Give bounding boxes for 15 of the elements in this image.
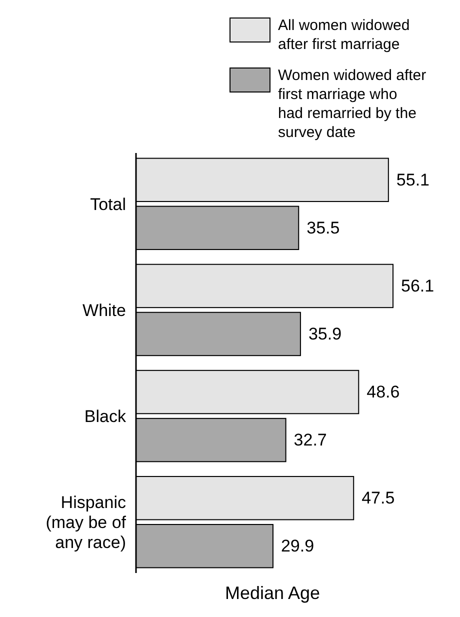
- y-tick-label: Total: [90, 194, 126, 214]
- data-label: 48.6: [366, 382, 400, 402]
- x-axis-title: Median Age: [224, 583, 320, 603]
- data-label: 29.9: [280, 536, 314, 556]
- y-tick-label: White: [82, 300, 126, 320]
- legend-label: Women widowed after first marriage who had remarried by the survey date: [278, 67, 426, 141]
- data-label: 55.1: [396, 170, 430, 190]
- legend-label: All women widowed after first marriage: [278, 17, 410, 53]
- data-label: 35.9: [308, 324, 342, 344]
- data-label: 47.5: [362, 488, 395, 508]
- data-label: 56.1: [401, 276, 434, 296]
- data-label: 32.7: [294, 430, 327, 450]
- y-tick-label: Black: [84, 406, 126, 426]
- data-label: 35.5: [306, 218, 340, 238]
- y-tick-label: Hispanic (may be of any race): [46, 492, 126, 552]
